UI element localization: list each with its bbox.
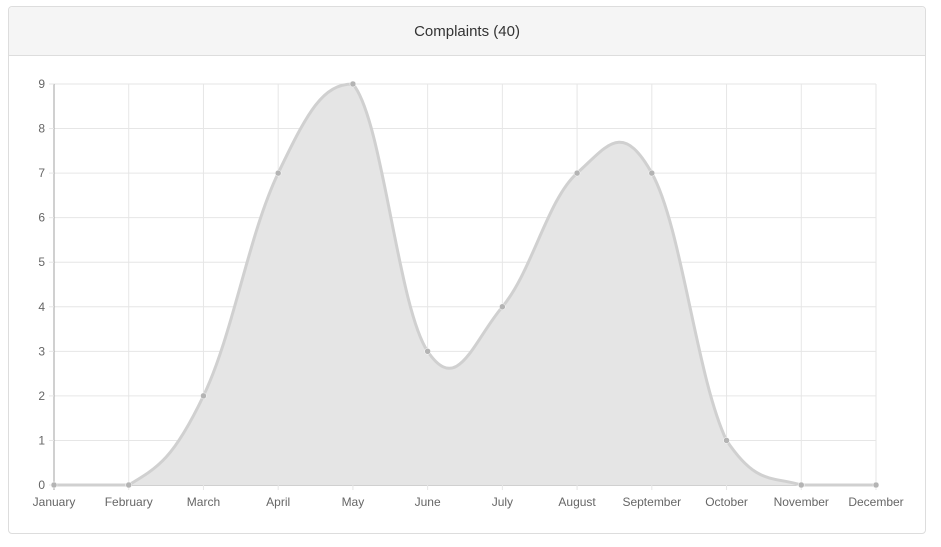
x-tick-label-april: April (266, 495, 290, 509)
data-point-september[interactable] (648, 169, 656, 177)
data-point-december[interactable] (872, 481, 880, 489)
data-point-june[interactable] (424, 348, 431, 355)
x-tick-label-june: June (415, 495, 441, 509)
x-tick-label-march: March (187, 495, 220, 509)
data-point-may[interactable] (349, 80, 357, 88)
y-tick-label: 3 (38, 344, 45, 358)
x-tick-label-october: October (705, 495, 748, 509)
x-tick-label-july: July (492, 495, 513, 509)
data-point-march[interactable] (200, 392, 207, 400)
data-point-august[interactable] (573, 169, 581, 177)
x-tick-label-may: May (342, 495, 365, 509)
panel-heading: Complaints (40) (9, 7, 925, 56)
chart-points (50, 80, 880, 489)
y-tick-label: 4 (38, 300, 45, 314)
x-tick-label-december: December (848, 495, 903, 509)
complaints-series-line (53, 82, 876, 487)
y-tick-label: 1 (38, 433, 45, 447)
y-tick-label: 6 (38, 211, 45, 225)
data-point-april[interactable] (274, 169, 282, 177)
y-tick-label: 5 (38, 255, 45, 269)
data-point-july[interactable] (499, 303, 506, 311)
data-point-january[interactable] (50, 481, 58, 489)
x-tick-label-september: September (622, 495, 681, 509)
chart-panel: Complaints (40) 0 1 2 3 4 5 6 7 8 9 January Februa… (8, 6, 926, 534)
x-axis-ticks: January February March April May June July Augu… (33, 495, 904, 509)
y-tick-label: 7 (38, 166, 45, 180)
complaints-area-fill (54, 84, 876, 485)
y-tick-label: 0 (38, 478, 45, 492)
y-tick-label: 9 (38, 77, 45, 91)
data-point-february[interactable] (125, 481, 132, 489)
data-point-november[interactable] (798, 481, 805, 489)
y-axis-ticks: 0 1 2 3 4 5 6 7 8 9 (38, 77, 45, 492)
x-tick-label-november: November (774, 495, 829, 509)
x-tick-label-august: August (558, 495, 596, 509)
y-tick-label: 8 (38, 122, 45, 136)
x-tick-label-february: February (105, 495, 153, 509)
panel-title: Complaints (40) (414, 22, 520, 40)
chart-area-layer (53, 82, 876, 487)
y-tick-label: 2 (38, 389, 45, 403)
data-point-october[interactable] (723, 437, 730, 444)
x-tick-label-january: January (33, 495, 76, 509)
